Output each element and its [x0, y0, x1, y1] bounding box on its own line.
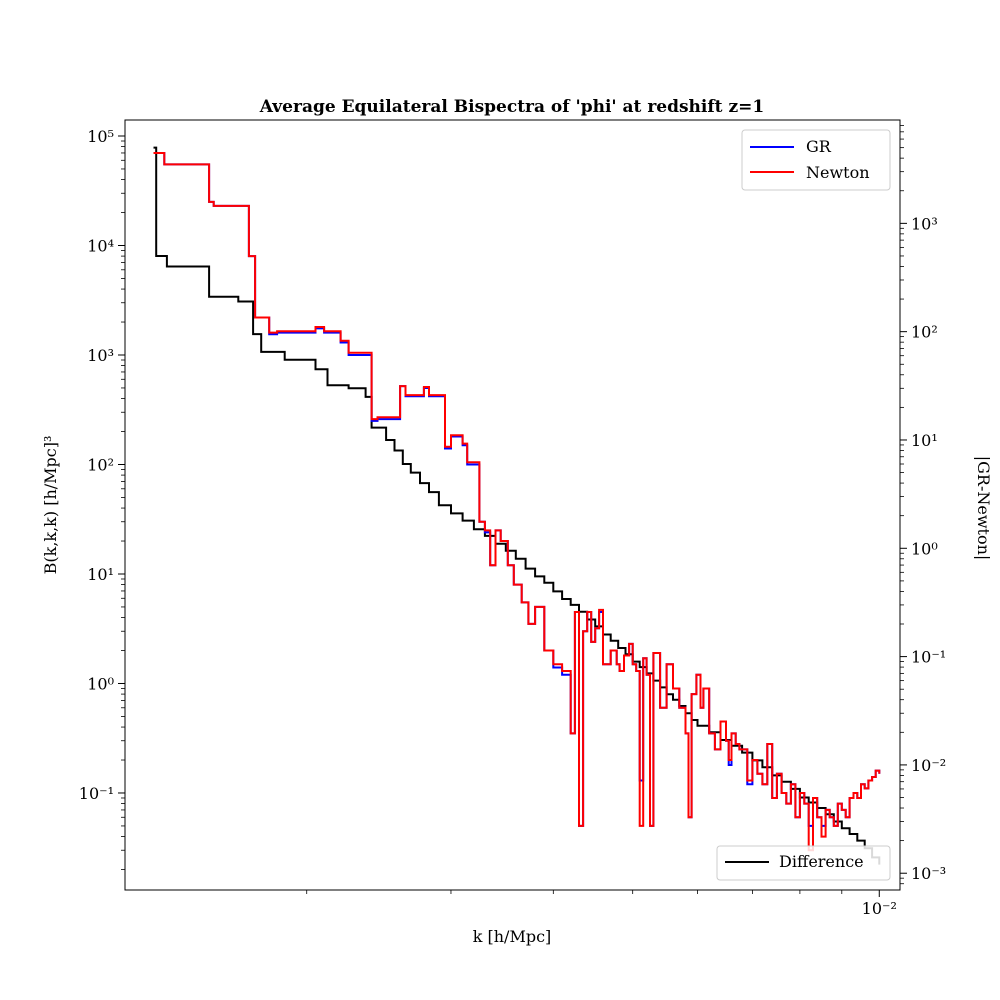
legend-secondary: Difference — [716, 845, 891, 881]
y-tick-label: 10⁰ — [87, 674, 114, 693]
legend-gr-label: GR — [806, 137, 832, 156]
legend-main-box — [741, 129, 891, 191]
legend-newton-label: Newton — [806, 163, 870, 182]
y2-tick-label: 10² — [911, 323, 938, 342]
legend-secondary-box — [716, 845, 891, 881]
y2-tick-label: 10⁻² — [911, 756, 946, 775]
y2-axis-label: |GR-Newton| — [974, 456, 993, 561]
legend-difference-label: Difference — [779, 852, 864, 871]
y-tick-label: 10⁵ — [87, 127, 114, 146]
y2-tick-label: 10⁻³ — [911, 864, 946, 883]
axes-layer: 10⁻¹ 10⁰ 10¹ 10² 10³ 10⁴ 10⁵ 10⁻³ 10⁻² 10⁻¹ 10⁰ 10¹… — [79, 125, 946, 918]
y-tick-label: 10³ — [87, 346, 114, 365]
y2-tick-label: 10¹ — [911, 431, 938, 450]
legend-main: GR Newton — [741, 129, 891, 191]
x-axis-label: k [h/Mpc] — [473, 927, 552, 946]
y-tick-label: 10² — [87, 455, 114, 474]
y-axis-label: B(k,k,k) [h/Mpc]³ — [41, 436, 60, 575]
chart-title: Average Equilateral Bispectra of 'phi' a… — [259, 97, 764, 117]
y2-tick-label: 10⁻¹ — [911, 648, 946, 667]
x-tick-label: 10⁻² — [862, 899, 897, 918]
y-tick-label: 10⁻¹ — [79, 784, 114, 803]
y-tick-label: 10¹ — [87, 565, 114, 584]
y2-tick-label: 10⁰ — [911, 539, 938, 558]
y2-tick-label: 10³ — [911, 214, 938, 233]
y-tick-label: 10⁴ — [87, 236, 114, 255]
plot-frame — [124, 119, 901, 891]
